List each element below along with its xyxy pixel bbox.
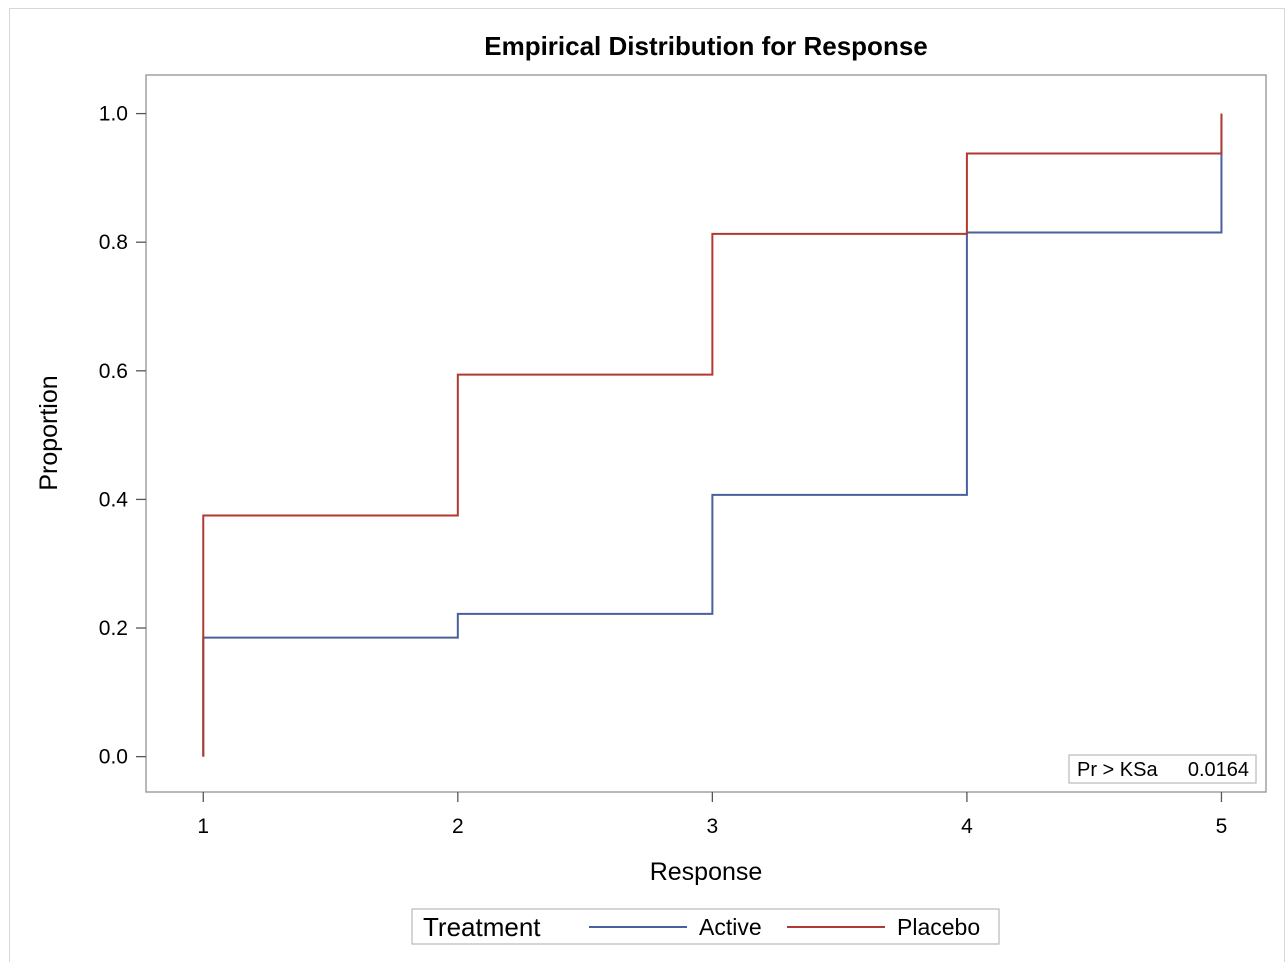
ks-test-inset: Pr > KSa 0.0164 bbox=[1068, 754, 1257, 784]
series-line-active bbox=[202, 113, 1223, 757]
ks-test-value: 0.0164 bbox=[1188, 759, 1249, 781]
x-tick-label: 4 bbox=[961, 815, 973, 838]
legend-label-placebo: Placebo bbox=[897, 914, 980, 940]
ks-test-label: Pr > KSa bbox=[1077, 759, 1158, 781]
y-tick-label: 0.6 bbox=[99, 360, 128, 383]
y-tick-label: 0.4 bbox=[99, 488, 129, 511]
x-axis-label: Response bbox=[650, 858, 763, 886]
ks-test-box bbox=[1068, 754, 1257, 784]
x-tick-label: 3 bbox=[707, 815, 719, 838]
plot-area bbox=[145, 74, 1267, 793]
y-axis-label: Proportion bbox=[35, 375, 63, 490]
legend: Treatment Active Placebo bbox=[411, 908, 1000, 945]
chart-title: Empirical Distribution for Response bbox=[484, 31, 928, 61]
legend-title: Treatment bbox=[423, 912, 541, 942]
x-tick-label: 5 bbox=[1216, 815, 1228, 838]
legend-box bbox=[411, 908, 1000, 945]
y-axis: 0.0 0.2 0.4 0.6 0.8 1.0 bbox=[99, 103, 146, 769]
y-tick-label: 1.0 bbox=[99, 103, 128, 126]
y-tick-label: 0.8 bbox=[99, 231, 128, 254]
legend-label-active: Active bbox=[699, 914, 762, 940]
y-tick-label: 0.2 bbox=[99, 617, 128, 640]
x-tick-label: 1 bbox=[197, 815, 209, 838]
series-line-placebo bbox=[202, 113, 1223, 757]
y-tick-label: 0.0 bbox=[99, 746, 128, 769]
x-axis: 1 2 3 4 5 bbox=[197, 792, 1227, 838]
series-layer bbox=[202, 113, 1223, 757]
x-tick-label: 2 bbox=[452, 815, 464, 838]
